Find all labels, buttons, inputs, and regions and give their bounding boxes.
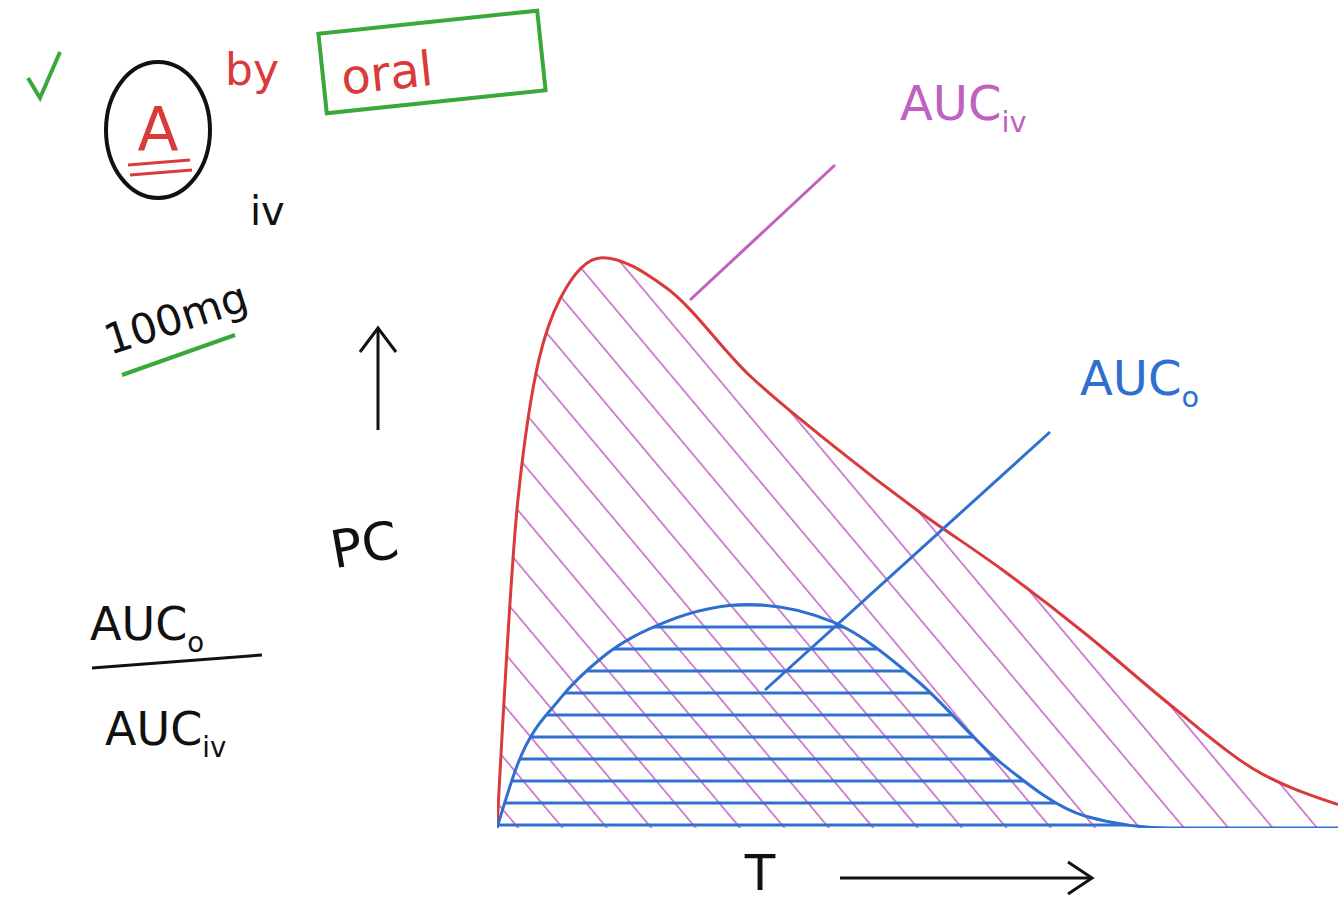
svg-text:T: T xyxy=(744,844,776,902)
svg-text:AUCiv: AUCiv xyxy=(900,75,1027,139)
svg-text:100mg: 100mg xyxy=(98,272,254,364)
svg-text:PC: PC xyxy=(326,509,403,580)
svg-text:AUCo: AUCo xyxy=(1080,350,1199,414)
svg-text:AUCiv: AUCiv xyxy=(105,702,226,764)
svg-text:iv: iv xyxy=(250,188,285,234)
svg-text:oral: oral xyxy=(338,40,435,105)
svg-text:by: by xyxy=(225,44,279,95)
svg-text:AUCo: AUCo xyxy=(90,597,204,659)
svg-text:A: A xyxy=(137,94,178,164)
